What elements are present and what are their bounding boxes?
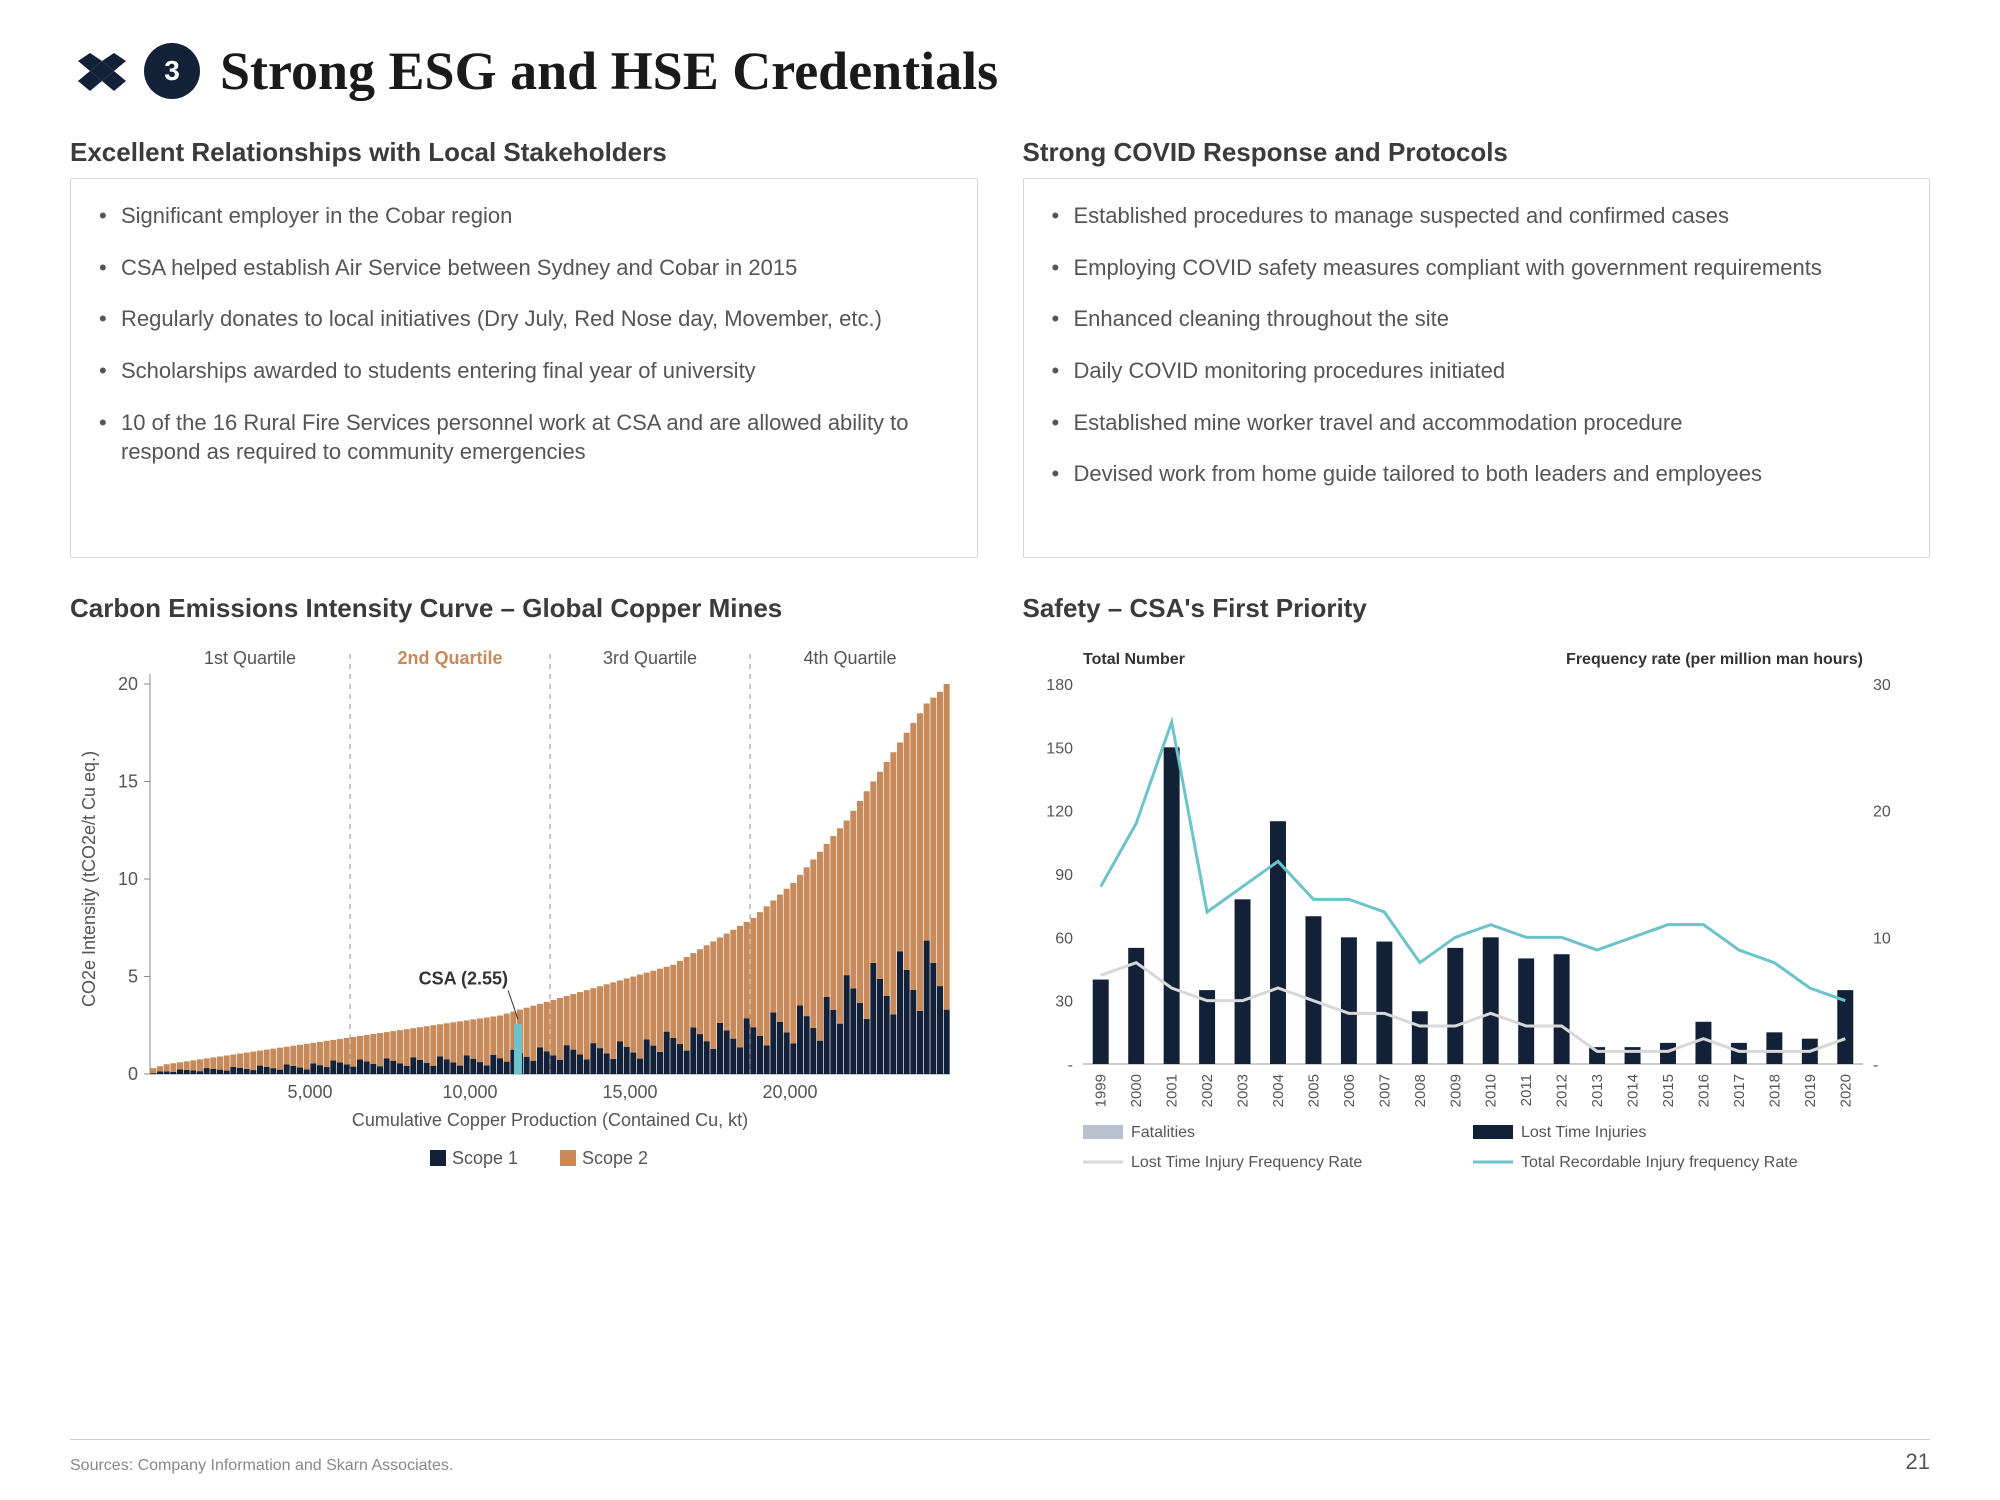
slide-title: Strong ESG and HSE Credentials [220, 40, 998, 102]
svg-text:15,000: 15,000 [602, 1082, 657, 1102]
list-item: Employing COVID safety measures complian… [1052, 253, 1902, 283]
svg-text:150: 150 [1046, 740, 1073, 757]
svg-text:120: 120 [1046, 804, 1073, 821]
safety-chart-section: Safety – CSA's First Priority Total Numb… [1023, 593, 1931, 1194]
svg-text:2002: 2002 [1199, 1074, 1216, 1107]
list-item: Established mine worker travel and accom… [1052, 408, 1902, 438]
svg-text:30: 30 [1055, 994, 1073, 1011]
svg-text:2020: 2020 [1837, 1074, 1854, 1107]
company-logo-icon [70, 43, 134, 99]
svg-text:CO2e Intensity (tCO2e/t Cu eq.: CO2e Intensity (tCO2e/t Cu eq.) [79, 751, 99, 1007]
svg-text:5: 5 [128, 967, 138, 987]
svg-text:2007: 2007 [1376, 1074, 1393, 1107]
svg-text:2015: 2015 [1660, 1074, 1677, 1107]
svg-text:2014: 2014 [1624, 1074, 1641, 1107]
list-item: Daily COVID monitoring procedures initia… [1052, 356, 1902, 386]
svg-text:5,000: 5,000 [287, 1082, 332, 1102]
svg-text:2019: 2019 [1801, 1074, 1818, 1107]
svg-text:1999: 1999 [1092, 1074, 1109, 1107]
svg-text:-: - [1873, 1057, 1878, 1074]
page-number: 21 [1906, 1449, 1930, 1475]
list-item: Enhanced cleaning throughout the site [1052, 304, 1902, 334]
svg-text:Lost Time Injuries: Lost Time Injuries [1521, 1124, 1646, 1141]
svg-text:30: 30 [1873, 677, 1891, 694]
emissions-chart-section: Carbon Emissions Intensity Curve – Globa… [70, 593, 978, 1194]
svg-text:1st Quartile: 1st Quartile [204, 648, 296, 668]
stakeholders-section: Excellent Relationships with Local Stake… [70, 137, 978, 558]
svg-text:CSA (2.55): CSA (2.55) [419, 968, 508, 988]
logo-group: 3 [70, 43, 200, 99]
svg-text:2003: 2003 [1234, 1074, 1251, 1107]
svg-text:2008: 2008 [1411, 1074, 1428, 1107]
svg-text:2013: 2013 [1589, 1074, 1606, 1107]
svg-text:0: 0 [128, 1064, 138, 1084]
svg-text:20: 20 [118, 674, 138, 694]
list-item: Devised work from home guide tailored to… [1052, 459, 1902, 489]
svg-text:2005: 2005 [1305, 1074, 1322, 1107]
svg-text:90: 90 [1055, 867, 1073, 884]
svg-text:2006: 2006 [1340, 1074, 1357, 1107]
list-item: Scholarships awarded to students enterin… [99, 356, 949, 386]
stakeholders-box: Significant employer in the Cobar region… [70, 178, 978, 558]
list-item: Established procedures to manage suspect… [1052, 201, 1902, 231]
covid-section: Strong COVID Response and Protocols Esta… [1023, 137, 1931, 558]
stakeholders-list: Significant employer in the Cobar region… [99, 201, 949, 467]
svg-text:2001: 2001 [1163, 1074, 1180, 1107]
svg-text:Scope 1: Scope 1 [452, 1148, 518, 1168]
svg-text:2011: 2011 [1518, 1074, 1535, 1106]
svg-text:15: 15 [118, 772, 138, 792]
svg-text:3rd Quartile: 3rd Quartile [603, 648, 697, 668]
sources-text: Sources: Company Information and Skarn A… [70, 1457, 453, 1475]
svg-text:2010: 2010 [1482, 1074, 1499, 1107]
svg-text:60: 60 [1055, 930, 1073, 947]
svg-text:2000: 2000 [1128, 1074, 1145, 1107]
svg-text:Frequency rate (per million ma: Frequency rate (per million man hours) [1566, 651, 1863, 668]
covid-heading: Strong COVID Response and Protocols [1023, 137, 1931, 168]
svg-text:20: 20 [1873, 804, 1891, 821]
covid-box: Established procedures to manage suspect… [1023, 178, 1931, 558]
stakeholders-heading: Excellent Relationships with Local Stake… [70, 137, 978, 168]
svg-text:4th Quartile: 4th Quartile [803, 648, 896, 668]
svg-text:Scope 2: Scope 2 [582, 1148, 648, 1168]
svg-text:10: 10 [1873, 930, 1891, 947]
list-item: CSA helped establish Air Service between… [99, 253, 949, 283]
slide-header: 3 Strong ESG and HSE Credentials [70, 40, 1930, 102]
covid-list: Established procedures to manage suspect… [1052, 201, 1902, 489]
svg-text:Lost Time Injury Frequency Rat: Lost Time Injury Frequency Rate [1131, 1154, 1362, 1171]
svg-text:10,000: 10,000 [442, 1082, 497, 1102]
svg-text:2012: 2012 [1553, 1074, 1570, 1107]
svg-text:-: - [1067, 1057, 1072, 1074]
emissions-chart-title: Carbon Emissions Intensity Curve – Globa… [70, 593, 978, 624]
svg-text:Cumulative Copper Production (: Cumulative Copper Production (Contained … [352, 1110, 748, 1130]
safety-chart-title: Safety – CSA's First Priority [1023, 593, 1931, 624]
list-item: 10 of the 16 Rural Fire Services personn… [99, 408, 949, 467]
emissions-chart: 1st Quartile 2nd Quartile 3rd Quartile 4th … [70, 634, 970, 1194]
svg-text:20,000: 20,000 [762, 1082, 817, 1102]
footer-rule [70, 1439, 1930, 1440]
svg-text:2017: 2017 [1730, 1074, 1747, 1107]
svg-text:Fatalities: Fatalities [1131, 1124, 1195, 1141]
svg-text:180: 180 [1046, 677, 1073, 694]
list-item: Regularly donates to local initiatives (… [99, 304, 949, 334]
svg-text:Total Number: Total Number [1083, 651, 1185, 668]
list-item: Significant employer in the Cobar region [99, 201, 949, 231]
svg-text:2016: 2016 [1695, 1074, 1712, 1107]
svg-text:10: 10 [118, 869, 138, 889]
svg-text:Total Recordable Injury freque: Total Recordable Injury frequency Rate [1521, 1154, 1798, 1171]
svg-text:2009: 2009 [1447, 1074, 1464, 1107]
safety-chart: Total Number Frequency rate (per million … [1023, 634, 1923, 1194]
content-grid: Excellent Relationships with Local Stake… [70, 137, 1930, 1194]
svg-text:2nd Quartile: 2nd Quartile [397, 648, 502, 668]
section-number-badge: 3 [144, 43, 200, 99]
svg-text:2018: 2018 [1766, 1074, 1783, 1107]
svg-text:2004: 2004 [1270, 1074, 1287, 1107]
